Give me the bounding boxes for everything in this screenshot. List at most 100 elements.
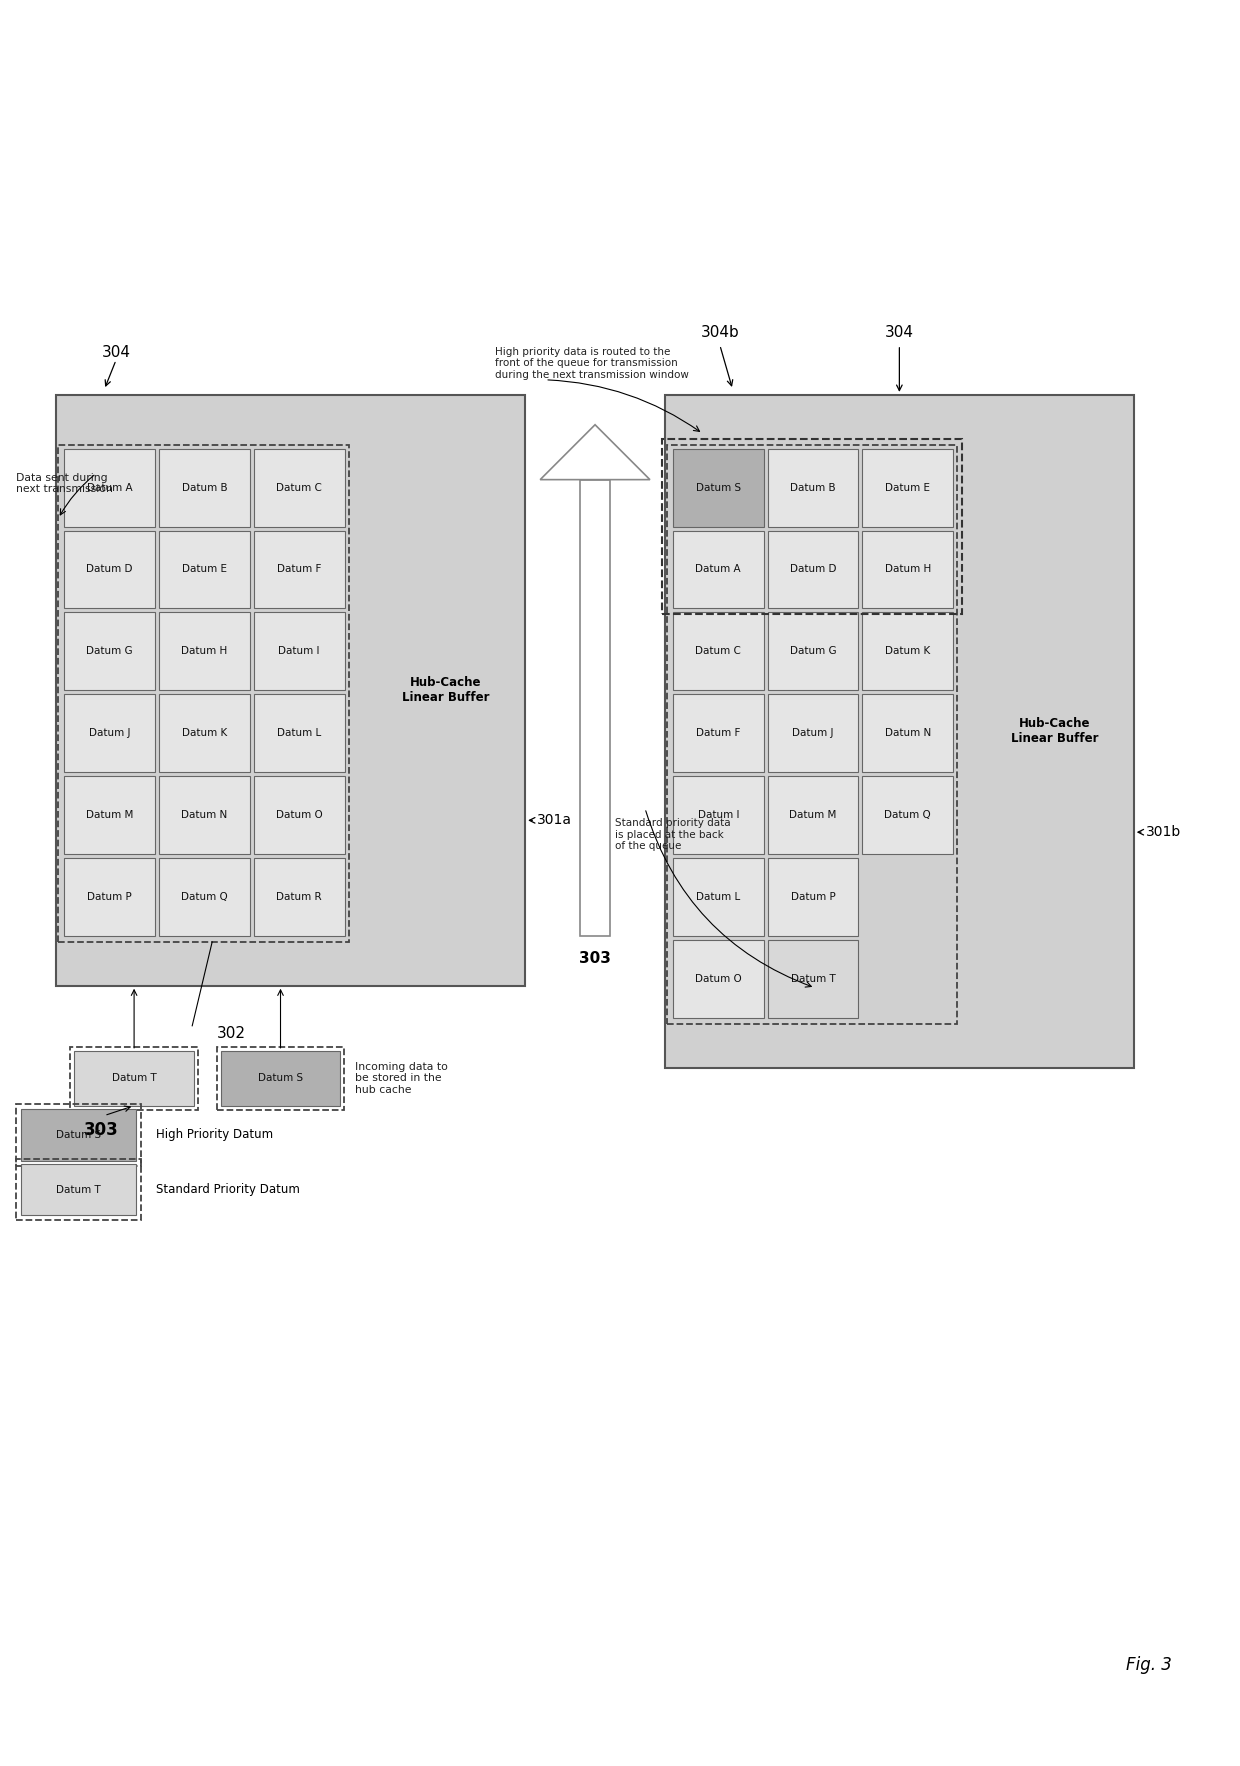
Text: Datum I: Datum I [698,811,739,819]
Bar [64,530,155,609]
Bar [159,777,249,855]
Bar [673,694,764,772]
Text: Datum T: Datum T [791,973,836,984]
Bar [254,449,345,526]
Text: Datum M: Datum M [790,811,837,819]
Text: 304: 304 [885,325,914,339]
Text: Datum B: Datum B [790,482,836,493]
Bar [863,777,954,855]
Text: Datum S: Datum S [258,1074,303,1083]
Text: Datum T: Datum T [56,1185,102,1194]
Text: Datum P: Datum P [791,892,836,902]
Bar [159,449,249,526]
Text: Datum J: Datum J [89,728,130,738]
Bar [56,396,526,985]
Bar [665,396,1133,1068]
Bar [254,858,345,936]
Text: Datum S: Datum S [696,482,740,493]
Text: Hub-Cache
Linear Buffer: Hub-Cache Linear Buffer [402,676,490,705]
Bar [254,530,345,609]
Text: Datum I: Datum I [279,646,320,657]
Text: 302: 302 [217,1026,247,1040]
Text: Datum F: Datum F [277,565,321,574]
Text: Datum T: Datum T [112,1074,156,1083]
Bar [254,694,345,772]
Text: Datum O: Datum O [694,973,742,984]
Bar [217,1047,345,1109]
Text: Datum G: Datum G [790,646,836,657]
Text: Datum D: Datum D [87,565,133,574]
Text: Datum H: Datum H [181,646,228,657]
Bar [64,777,155,855]
Bar [58,445,348,941]
Bar [64,613,155,691]
Text: Datum E: Datum E [182,565,227,574]
Text: Datum B: Datum B [181,482,227,493]
Bar [673,858,764,936]
Text: Datum C: Datum C [277,482,322,493]
Text: Datum P: Datum P [87,892,131,902]
Bar [159,858,249,936]
Text: High priority data is routed to the
front of the queue for transmission
during t: High priority data is routed to the fron… [495,346,689,380]
Text: Datum Q: Datum Q [181,892,228,902]
Text: 304b: 304b [701,325,739,339]
Text: Datum M: Datum M [86,811,134,819]
Bar [580,480,610,936]
Text: Fig. 3: Fig. 3 [1126,1657,1172,1674]
Bar [863,613,954,691]
Text: Datum R: Datum R [277,892,322,902]
Text: Datum L: Datum L [696,892,740,902]
Bar [64,694,155,772]
Text: Datum D: Datum D [790,565,836,574]
Bar [673,613,764,691]
Text: Incoming data to
be stored in the
hub cache: Incoming data to be stored in the hub ca… [356,1061,448,1095]
Text: 301a: 301a [537,814,572,826]
Bar [16,1158,141,1220]
Bar [159,613,249,691]
Polygon shape [541,424,650,480]
Bar [863,530,954,609]
Bar [64,449,155,526]
Bar [863,694,954,772]
Text: 303: 303 [84,1121,119,1139]
Bar [667,445,957,1024]
Text: Datum E: Datum E [885,482,930,493]
Bar [254,613,345,691]
Text: Datum O: Datum O [275,811,322,819]
Bar [673,530,764,609]
Text: Datum Q: Datum Q [884,811,931,819]
Bar [768,940,858,1017]
Bar [16,1104,141,1166]
Text: Datum A: Datum A [87,482,133,493]
Bar [662,438,962,615]
Bar [768,530,858,609]
Bar [768,613,858,691]
Text: Datum C: Datum C [696,646,742,657]
Bar [64,858,155,936]
Bar [71,1047,198,1109]
Text: Datum S: Datum S [56,1130,102,1139]
Text: 301b: 301b [1146,825,1180,839]
Text: Datum N: Datum N [884,728,931,738]
Text: Datum A: Datum A [696,565,742,574]
Text: 303: 303 [579,950,611,966]
Text: Data sent during
next transmission: Data sent during next transmission [16,473,113,494]
Text: Standard Priority Datum: Standard Priority Datum [156,1183,300,1196]
Bar [159,530,249,609]
Text: Datum G: Datum G [87,646,133,657]
Bar [863,449,954,526]
Bar [768,694,858,772]
Bar [74,1051,193,1106]
Bar [768,858,858,936]
Text: Hub-Cache
Linear Buffer: Hub-Cache Linear Buffer [1011,717,1099,745]
Bar [768,777,858,855]
Text: Datum N: Datum N [181,811,228,819]
Text: Datum K: Datum K [885,646,930,657]
Bar [159,694,249,772]
Bar [254,777,345,855]
Text: Datum J: Datum J [792,728,833,738]
Bar [673,777,764,855]
Bar [21,1164,136,1215]
Text: Standard priority data
is placed at the back
of the queue: Standard priority data is placed at the … [615,818,730,851]
Bar [673,940,764,1017]
